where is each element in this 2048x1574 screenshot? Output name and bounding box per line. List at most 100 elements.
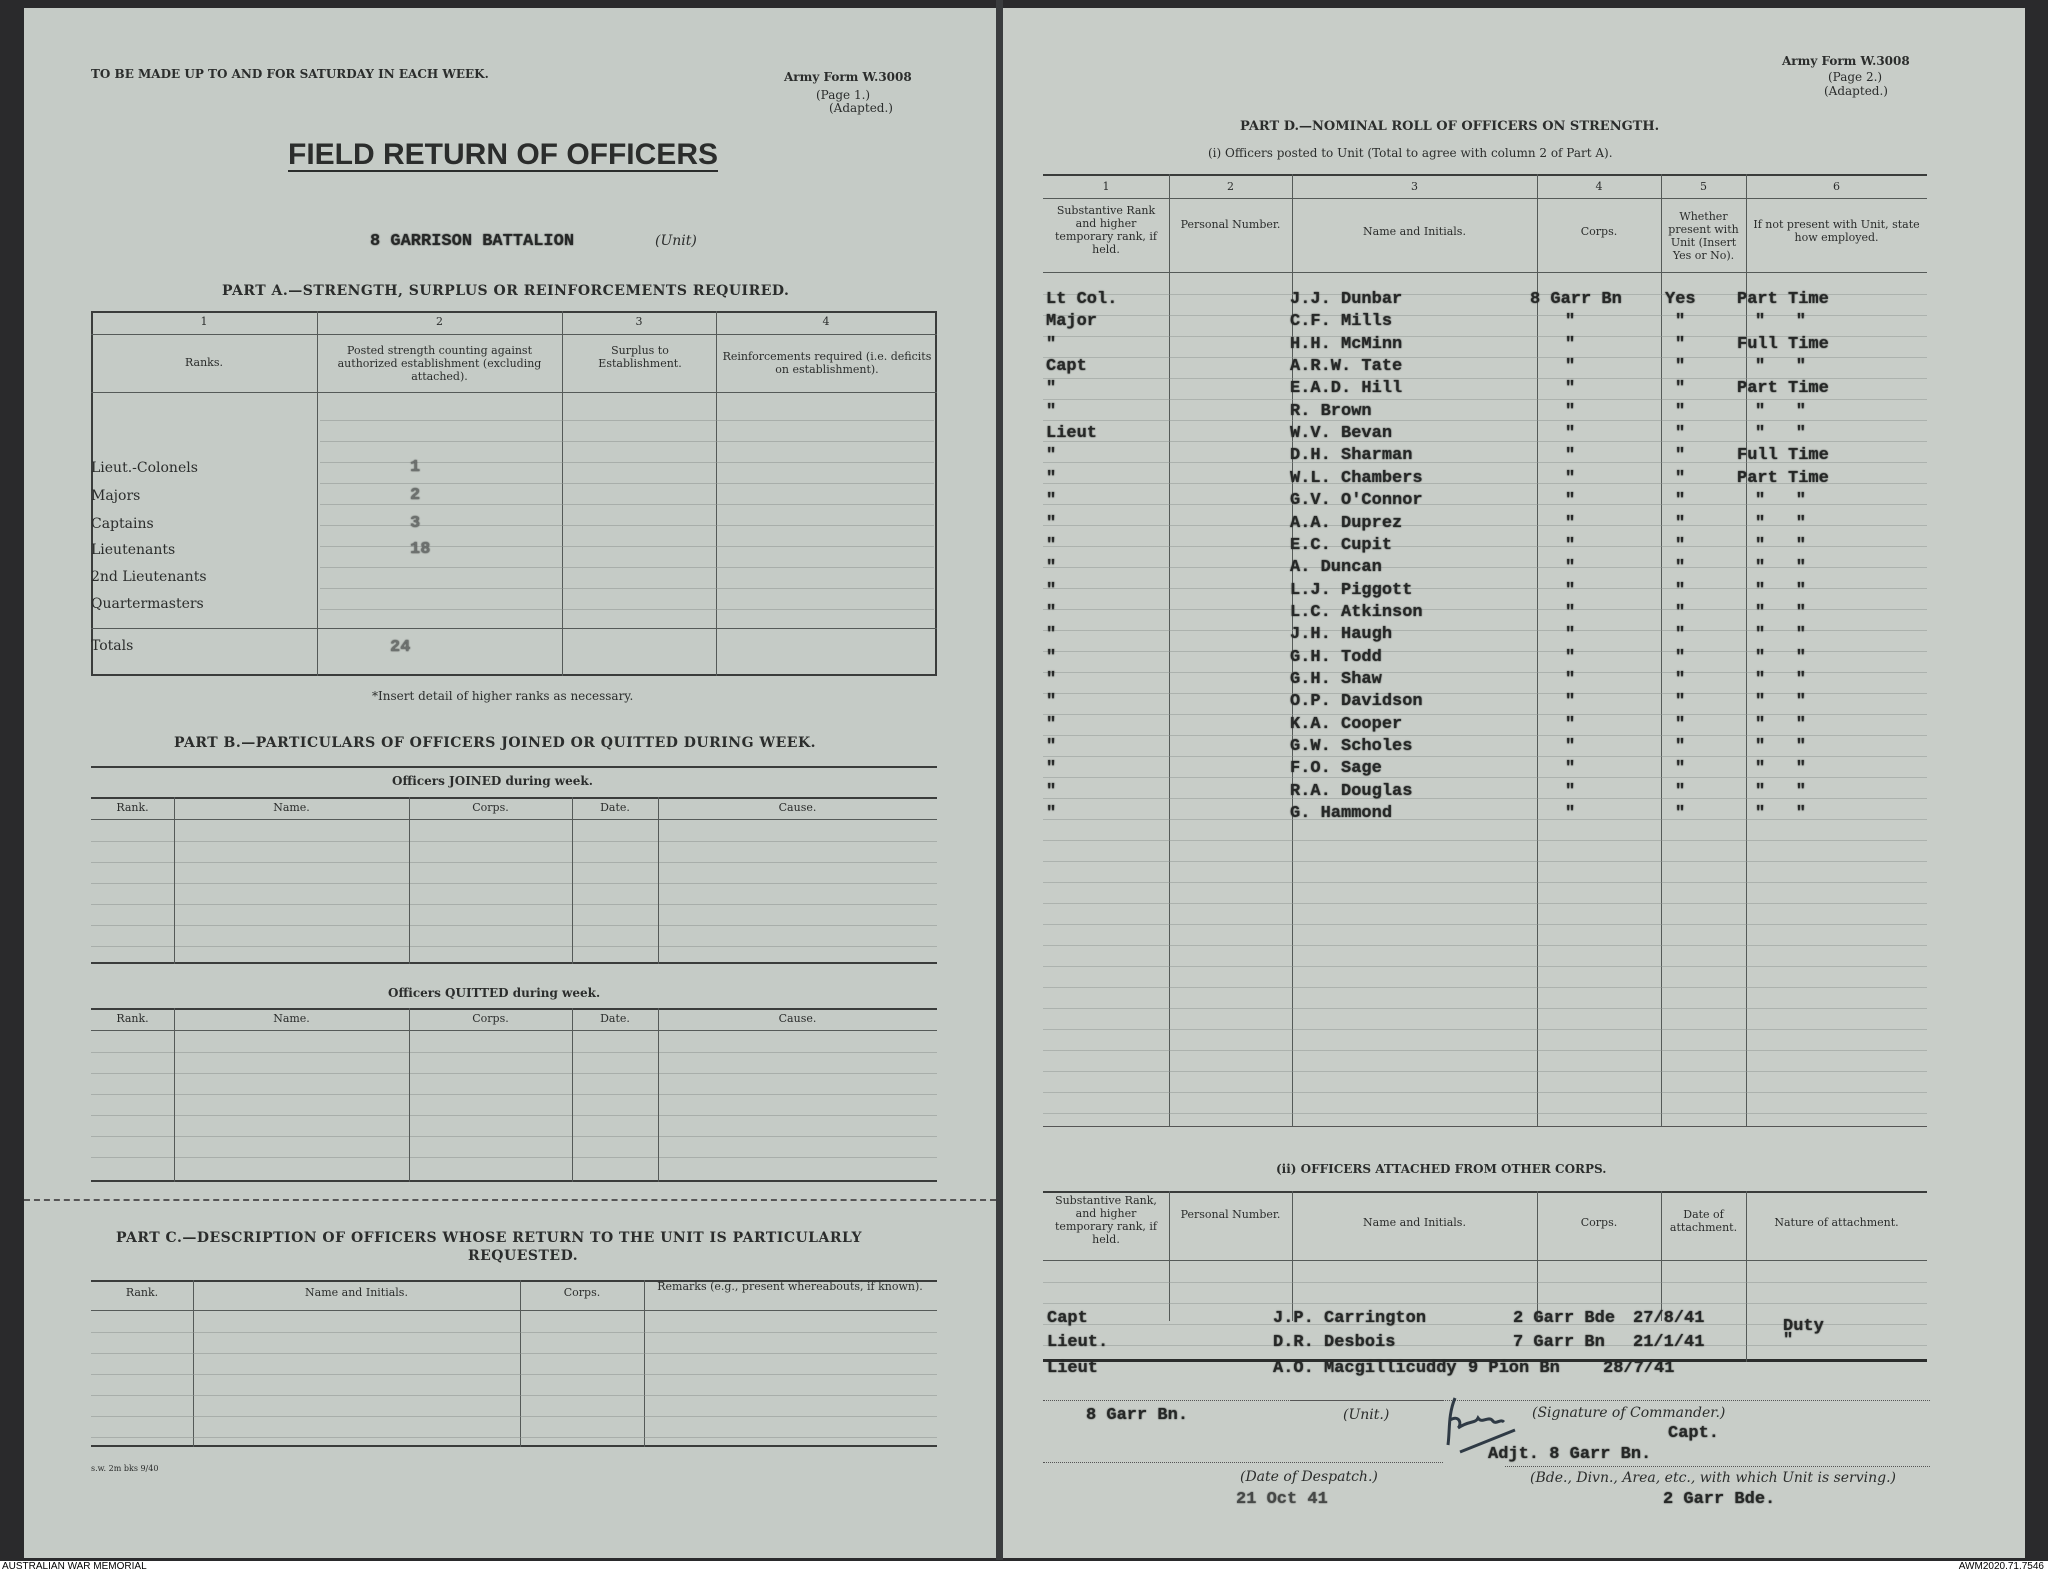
column-divider [1661,174,1662,1127]
rank-label: 2nd Lieutenants [91,569,207,585]
officer-name: G.V. O'Connor [1290,491,1423,511]
officer-row: Lt Col. J.J. Dunbar 8 Garr Bn Yes Part Time [1043,290,1927,312]
divider [1043,1260,1927,1261]
form-page-1 [24,8,996,1558]
officer-rank: " [1046,535,1057,555]
officer-present: " [1675,424,1686,444]
col-number: 5 [1700,180,1707,193]
col-header: Name. [273,801,310,814]
col-header: Name and Initials. [305,1286,408,1299]
officer-rank: " [1046,759,1057,779]
formation-label: (Bde., Divn., Area, etc., with which Uni… [1530,1470,1897,1486]
divider [91,766,937,768]
officer-corps: " [1565,781,1576,801]
officer-employment: " " [1755,692,1807,712]
dotted-line [1043,1400,1443,1401]
attached-corps: 2 Garr Bde [1513,1309,1616,1328]
attached-row: Lieut A.O. Macgillicuddy 9 Pion Bn 28/7/41 [1043,1359,1927,1381]
col-header: Name and Initials. [1363,1216,1466,1229]
officer-present: " [1675,625,1686,645]
unit-label-2: (Unit.) [1343,1407,1390,1423]
officer-employment: " " [1755,312,1807,332]
officer-rank: " [1046,602,1057,622]
col-number: 6 [1833,180,1840,193]
officer-employment: " " [1755,491,1807,511]
officer-rank: " [1046,468,1057,488]
officer-row: " K.A. Cooper " " " " [1043,715,1927,737]
officer-rank: " [1046,625,1057,645]
form-page-2: (Page 2.) [1828,70,1883,84]
ruled-lines [1043,274,1927,1124]
col-header: Personal Number. [1180,1208,1281,1221]
rank-label: Majors [91,488,141,504]
column-divider [317,311,318,676]
part-c-heading-2: REQUESTED. [468,1248,579,1264]
dotted-line [1290,1400,1930,1401]
officer-present: " [1675,781,1686,801]
totals-value: 24 [390,638,411,657]
col-number: 2 [1227,180,1234,193]
ruled-lines [320,400,934,626]
officer-rank: " [1046,737,1057,756]
officer-name: A.R.W. Tate [1290,357,1403,377]
column-divider [1169,1191,1170,1321]
col-header-reinforcements: Reinforcements required (i.e. deficits o… [722,350,932,376]
col-header: Corps. [472,1012,509,1025]
col-header: If not present with Unit, state how empl… [1753,218,1920,244]
footer-credit: AUSTRALIAN WAR MEMORIAL [2,1561,147,1572]
column-divider [174,797,175,964]
officer-row: Capt A.R.W. Tate " " " " [1043,357,1927,379]
officer-present: " [1675,491,1686,511]
officer-corps: " [1565,334,1576,354]
part-d-sub-ii: (ii) OFFICERS ATTACHED FROM OTHER CORPS. [1276,1162,1607,1176]
officer-employment: " " [1755,602,1807,622]
officer-row: " R. Brown " " " " [1043,402,1927,424]
form-page-2 [1003,8,2025,1558]
officer-row: " W.L. Chambers " " Part Time [1043,469,1927,491]
officer-present: " [1675,759,1686,779]
officer-row: " F.O. Sage " " " " [1043,759,1927,781]
dotted-line [1505,1466,1930,1467]
attached-rank: Lieut [1047,1359,1099,1378]
form-number: Army Form W.3008 [784,70,912,84]
col-header: Cause. [778,1012,817,1025]
col-number: 2 [436,315,443,328]
part-b-heading: PART B.—PARTICULARS OF OFFICERS JOINED O… [174,735,817,751]
officer-rank: Lieut [1046,424,1098,444]
column-divider [572,797,573,964]
officer-corps: " [1565,602,1576,622]
col-header: Name. [273,1012,310,1025]
officer-present: " [1675,737,1686,756]
col-number: 4 [1595,180,1603,193]
officer-row: " D.H. Sharman " " Full Time [1043,446,1927,468]
officer-name: W.V. Bevan [1290,424,1393,444]
attached-rank: Capt [1047,1309,1088,1328]
officer-row: " G.H. Shaw " " " " [1043,670,1927,692]
officer-corps: " [1565,692,1576,712]
quitted-title: Officers QUITTED during week. [388,986,601,1000]
header-divider [91,1030,937,1031]
ruled-lines [91,1312,937,1444]
officer-rank: " [1046,647,1057,667]
officer-present: " [1675,647,1686,667]
col-number: 4 [822,315,830,328]
officer-name: W.L. Chambers [1290,468,1423,488]
officer-present: " [1675,558,1686,578]
perforation-line [24,1199,996,1201]
officer-corps: " [1565,669,1576,689]
officer-corps: " [1565,804,1576,824]
col-header: Name and Initials. [1363,225,1466,238]
officer-employment: " " [1755,357,1807,377]
officer-corps: " [1565,446,1576,466]
officer-name: O.P. Davidson [1290,692,1423,712]
officer-row: " G.W. Scholes " " " " [1043,737,1927,759]
officer-row: " A. Duncan " " " " [1043,558,1927,580]
officer-corps: " [1565,513,1576,533]
col-header: Date. [600,801,630,814]
col-header: Whether present with Unit (Insert Yes or… [1668,210,1739,262]
unit-label: (Unit) [655,233,697,249]
commander-signature [1446,1397,1516,1454]
col-header: Substantive Rank and higher temporary ra… [1055,204,1157,256]
officer-name: K.A. Cooper [1290,714,1403,734]
officer-name: J.H. Haugh [1290,625,1393,645]
